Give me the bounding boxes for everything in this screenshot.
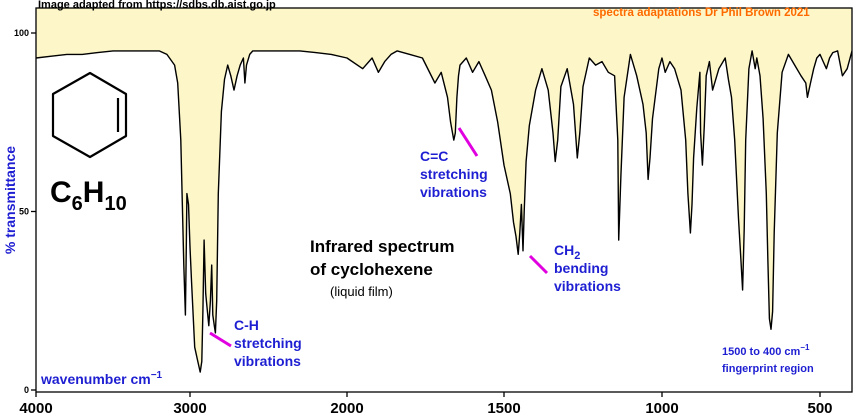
plot-frame	[35, 7, 853, 393]
svg-text:C-H: C-H	[234, 317, 259, 333]
molecular-formula: C6H10	[50, 176, 127, 215]
chart-subtitle: (liquid film)	[330, 284, 393, 299]
svg-text:CH2: CH2	[554, 242, 580, 262]
x-tick-label: 4000	[19, 400, 52, 417]
x-tick-label: 1000	[645, 400, 678, 417]
ch2-bend-marker	[528, 254, 549, 275]
svg-text:vibrations: vibrations	[420, 184, 487, 200]
svg-text:stretching: stretching	[420, 166, 488, 182]
svg-text:fingerprint region: fingerprint region	[722, 363, 814, 375]
ch2-bend-annotation: CH2 bending vibrations	[554, 242, 621, 294]
x-axis-label: wavenumber cm−1	[40, 370, 163, 387]
svg-text:1500 to 400 cm−1: 1500 to 400 cm−1	[722, 343, 810, 358]
svg-text:stretching: stretching	[234, 335, 302, 351]
y-tick-label: 0	[24, 385, 29, 395]
credit-text: spectra adaptations Dr Phil Brown 2021	[593, 7, 810, 19]
y-axis: 100 50 0	[14, 28, 36, 395]
chart-title-line-1: Infrared spectrum	[310, 237, 455, 256]
cc-stretch-marker	[457, 127, 479, 157]
y-tick-label: 100	[14, 28, 29, 38]
cyclohexene-structure-diagram	[51, 71, 128, 159]
x-tick-label: 3000	[173, 400, 206, 417]
cc-stretch-annotation: C=C stretching vibrations	[420, 148, 488, 200]
ch-stretch-annotation: C-H stretching vibrations	[234, 317, 302, 369]
y-tick-label: 50	[19, 207, 29, 217]
ch-stretch-marker	[209, 331, 232, 348]
svg-text:vibrations: vibrations	[554, 278, 621, 294]
x-tick-label: 2000	[330, 400, 363, 417]
chart-title-line-2: of cyclohexene	[310, 260, 433, 279]
svg-text:C=C: C=C	[420, 148, 448, 164]
svg-text:bending: bending	[554, 260, 608, 276]
fingerprint-region-note: 1500 to 400 cm−1 fingerprint region	[722, 343, 814, 375]
transmittance-trace	[36, 50, 852, 373]
x-tick-label: 500	[807, 400, 832, 417]
x-tick-label: 1500	[487, 400, 520, 417]
x-axis: 4000 3000 2000 1500 1000 500	[19, 392, 833, 417]
svg-text:vibrations: vibrations	[234, 353, 301, 369]
source-credit: Image adapted from https://sdbs.db.aist.…	[38, 0, 276, 11]
y-axis-label: % transmittance	[2, 146, 18, 254]
transmittance-fill	[36, 8, 852, 373]
